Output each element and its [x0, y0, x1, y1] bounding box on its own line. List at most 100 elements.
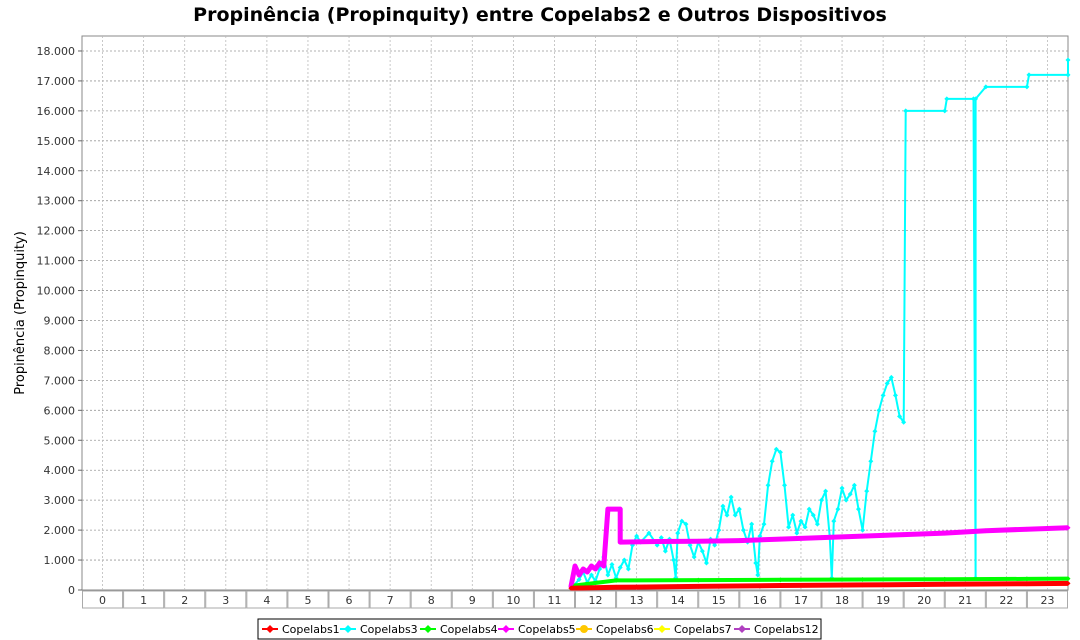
x-category-box [780, 590, 822, 609]
data-point [790, 512, 796, 518]
data-point [942, 530, 948, 536]
legend-item: Copelabs4 [420, 623, 498, 636]
data-point [621, 557, 627, 563]
data-point [839, 485, 845, 491]
data-point [728, 494, 734, 500]
data-point [1024, 576, 1030, 582]
x-category-box [246, 590, 288, 609]
legend-marker [580, 625, 588, 633]
data-point [1065, 580, 1071, 586]
data-point [1026, 72, 1032, 78]
legend-item: Copelabs6 [576, 623, 654, 636]
x-tick-label: 2 [181, 594, 188, 607]
y-tick-label: 14.000 [37, 165, 76, 178]
x-category-box [1026, 590, 1068, 609]
legend-marker [658, 625, 666, 633]
x-category-box [985, 590, 1027, 609]
plot-frame [81, 35, 1069, 591]
data-point [1024, 84, 1030, 90]
series-line [570, 580, 1069, 591]
data-point [819, 497, 824, 503]
legend-label: Copelabs4 [440, 623, 498, 636]
data-point [973, 96, 979, 102]
series-copelabs4 [572, 576, 1071, 589]
x-category-box [903, 590, 945, 609]
y-tick-label: 6.000 [44, 404, 76, 417]
data-point [903, 108, 909, 114]
data-point [835, 506, 841, 512]
data-point [576, 577, 582, 583]
data-point [802, 524, 808, 530]
data-point [613, 577, 619, 583]
data-point [671, 557, 677, 563]
data-point [888, 374, 894, 380]
data-point [617, 565, 623, 571]
data-point [576, 572, 582, 578]
x-tick-label: 1 [140, 594, 147, 607]
x-tick-label: 4 [263, 594, 270, 607]
y-tick-label: 15.000 [37, 135, 76, 148]
data-point [584, 569, 590, 575]
x-category-box [862, 590, 904, 609]
data-point [605, 572, 611, 578]
x-category-box [451, 590, 493, 609]
data-point [831, 518, 837, 524]
x-tick-label: 5 [304, 594, 311, 607]
x-tick-label: 6 [346, 594, 353, 607]
data-point [855, 506, 861, 512]
data-point [777, 583, 783, 589]
legend-marker [738, 625, 746, 633]
series-line [574, 576, 1069, 588]
data-point [876, 407, 882, 413]
x-tick-label: 3 [222, 594, 229, 607]
x-category-box [492, 590, 534, 609]
y-tick-label: 12.000 [37, 225, 76, 238]
legend-item: Copelabs12 [734, 623, 819, 636]
data-point [609, 562, 615, 568]
data-point [683, 521, 689, 527]
x-tick-label: 12 [589, 594, 603, 607]
x-category-box [533, 590, 576, 609]
y-tick-label: 2.000 [44, 524, 76, 537]
data-point [646, 530, 652, 536]
data-point [777, 536, 783, 542]
series-layer [568, 57, 1071, 591]
data-point [687, 542, 693, 548]
legend-marker [502, 625, 510, 633]
legend-label: Copelabs5 [518, 623, 576, 636]
x-category-box [164, 590, 206, 609]
y-tick-label: 18.000 [37, 45, 76, 58]
y-tick-label: 8.000 [44, 344, 76, 357]
data-point [860, 533, 866, 539]
y-tick-label: 11.000 [37, 255, 76, 268]
data-point [860, 582, 866, 588]
data-point [1024, 526, 1030, 532]
data-point [749, 521, 755, 527]
y-tick-label: 10.000 [37, 285, 76, 298]
data-point [572, 563, 578, 569]
data-point [983, 528, 989, 534]
x-category-box [698, 590, 740, 609]
data-point [942, 576, 948, 582]
data-point [786, 524, 792, 530]
data-point [860, 527, 866, 533]
data-point [588, 563, 594, 569]
x-tick-label: 13 [630, 594, 644, 607]
data-point [732, 512, 738, 518]
data-point [736, 538, 742, 544]
x-tick-label: 17 [794, 594, 808, 607]
y-tick-label: 4.000 [44, 464, 76, 477]
data-point [806, 506, 812, 512]
legend: Copelabs1 Copelabs3 Copelabs4 Copelabs5 Cope… [257, 618, 822, 640]
data-point [675, 530, 681, 536]
y-tick-label: 0 [68, 584, 75, 597]
y-tick-label: 1.000 [44, 554, 76, 567]
data-point [755, 572, 761, 578]
y-tick-label: 16.000 [37, 105, 76, 118]
data-point [695, 577, 701, 583]
x-category-box [821, 590, 863, 609]
x-tick-label: 9 [469, 594, 476, 607]
data-point [593, 566, 599, 572]
data-point [1065, 57, 1071, 63]
x-tick-label: 7 [387, 594, 394, 607]
